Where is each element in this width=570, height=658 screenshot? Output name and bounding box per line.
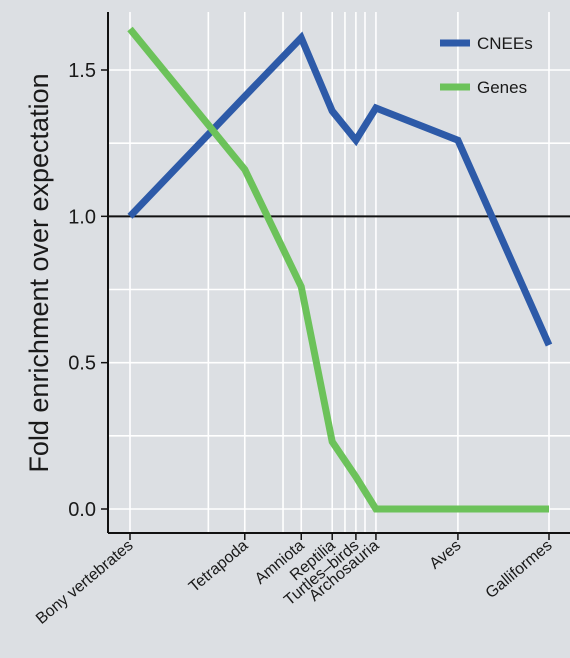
legend-label-cnees: CNEEs	[477, 34, 533, 53]
x-tick-label: Aves	[427, 537, 465, 573]
y-tick-label: 1.0	[68, 206, 96, 228]
y-tick-label: 1.5	[68, 60, 96, 82]
legend-label-genes: Genes	[477, 78, 527, 97]
y-axis-label: Fold enrichment over expectation	[24, 73, 54, 472]
x-tick-label: Galliformes	[483, 537, 556, 602]
x-tick-label: Tetrapoda	[186, 537, 252, 596]
x-tick-label: Bony vertebrates	[33, 537, 137, 628]
y-tick-label: 0.0	[68, 499, 96, 521]
y-tick-label: 0.5	[68, 353, 96, 375]
